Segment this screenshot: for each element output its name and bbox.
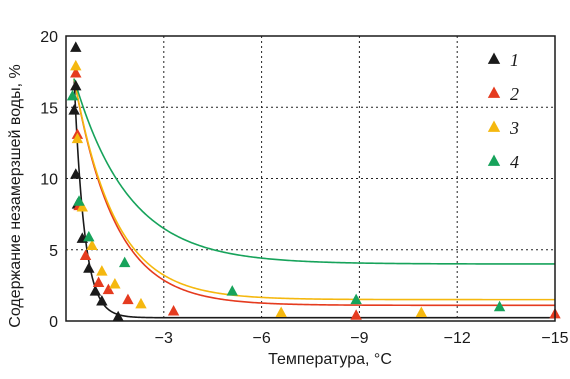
- fit-curve-series-2: [73, 78, 555, 307]
- data-point-series-1: [89, 285, 102, 296]
- y-axis-label: Содержание незамерзшей воды, %: [7, 64, 24, 327]
- plot-frame: [65, 35, 556, 322]
- data-point-series-3: [415, 306, 428, 317]
- legend-marker-series-3: [487, 120, 501, 132]
- data-point-series-3: [71, 132, 84, 144]
- data-point-series-3: [86, 239, 98, 250]
- fit-curve-series-3: [73, 78, 555, 301]
- data-point-series-3: [275, 306, 287, 317]
- legend: 1 2 3 4: [487, 50, 519, 172]
- data-point-series-1: [96, 295, 108, 306]
- legend-label-series-3: 3: [509, 118, 519, 138]
- data-point-series-2: [70, 67, 82, 78]
- data-point-series-3: [76, 201, 88, 212]
- x-axis-label: Температура, °С: [268, 351, 392, 368]
- x-tick-label: −15: [541, 330, 568, 347]
- legend-label-series-2: 2: [510, 84, 519, 104]
- x-tick-label: −3: [155, 330, 173, 347]
- x-tick-label: −9: [350, 330, 368, 347]
- data-point-series-4: [226, 285, 238, 296]
- legend-label-series-1: 1: [510, 50, 519, 70]
- grid: [66, 36, 555, 321]
- y-tick-label: 20: [40, 29, 58, 46]
- data-point-series-1: [112, 310, 124, 322]
- data-point-series-3: [96, 265, 108, 276]
- data-point-series-4: [83, 230, 95, 242]
- legend-marker-series-2: [487, 86, 501, 98]
- fit-curve-series-1: [73, 78, 555, 319]
- data-point-series-4: [350, 293, 362, 305]
- data-point-series-4: [493, 300, 506, 312]
- data-point-series-4: [118, 256, 131, 268]
- fit-curve-series-4: [73, 78, 555, 265]
- data-point-series-4: [66, 89, 79, 101]
- data-point-series-1: [68, 104, 80, 115]
- data-point-series-1: [83, 262, 95, 273]
- data-point-series-1: [70, 41, 82, 52]
- data-point-series-2: [79, 249, 92, 260]
- x-tick-label: −12: [444, 330, 471, 347]
- data-point-series-4: [73, 195, 85, 206]
- data-points: [66, 41, 561, 322]
- tick-labels: −3 −6 −9 −12 −15 0 5 10 15 20: [40, 29, 568, 347]
- fit-curves: [73, 78, 555, 319]
- data-point-series-2: [92, 276, 105, 288]
- x-tick-label: −6: [252, 330, 270, 347]
- data-point-series-2: [102, 283, 115, 295]
- data-point-series-2: [167, 305, 180, 316]
- y-tick-label: 10: [40, 172, 58, 189]
- y-tick-label: 5: [49, 243, 58, 260]
- y-tick-label: 15: [40, 100, 58, 117]
- data-point-series-1: [70, 168, 82, 179]
- data-point-series-1: [70, 79, 82, 91]
- data-point-series-3: [70, 59, 82, 71]
- data-point-series-3: [109, 277, 121, 289]
- legend-marker-series-4: [487, 154, 501, 166]
- legend-marker-series-1: [487, 52, 501, 64]
- data-point-series-3: [135, 297, 147, 309]
- data-point-series-2: [350, 309, 362, 320]
- y-tick-label: 0: [49, 314, 58, 331]
- legend-label-series-4: 4: [510, 152, 519, 172]
- data-point-series-2: [122, 293, 134, 305]
